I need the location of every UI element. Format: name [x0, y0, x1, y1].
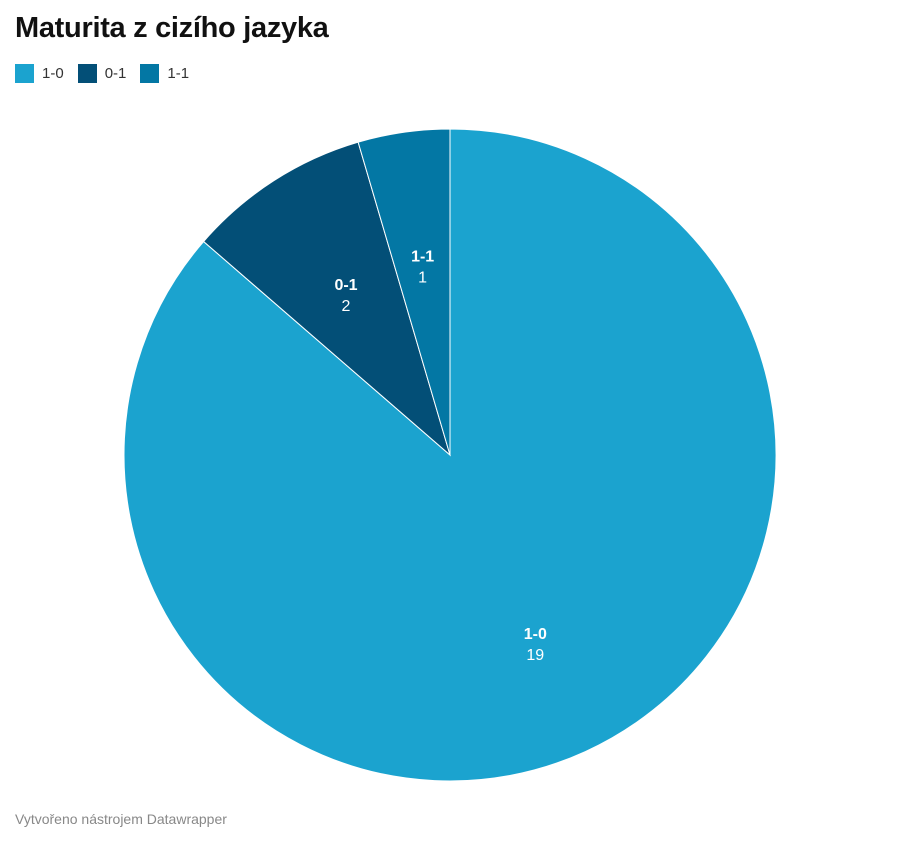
pie-slice-0-1: [202, 141, 451, 457]
footer-credit: Vytvořeno nástrojem Datawrapper: [15, 811, 227, 827]
legend-label-1-1: 1-1: [167, 65, 190, 82]
pie-slice-1-1: [357, 128, 451, 456]
legend: 1-0 0-1 1-1: [15, 64, 189, 83]
legend-label-1-0: 1-0: [42, 65, 64, 82]
slice-label-1-1: 1-1: [411, 249, 434, 266]
legend-item-1-0: 1-0: [15, 64, 64, 83]
slice-value-0-1: 2: [342, 298, 351, 315]
slice-label-1-0: 1-0: [524, 626, 547, 643]
legend-swatch-1-0: [15, 64, 34, 83]
chart-title: Maturita z cizího jazyka: [15, 12, 329, 44]
legend-item-1-1: 1-1: [140, 64, 189, 83]
slice-label-0-1: 0-1: [334, 277, 357, 294]
slice-value-1-1: 1: [418, 270, 427, 287]
legend-swatch-1-1: [140, 64, 160, 83]
slice-value-1-0: 19: [526, 647, 544, 664]
legend-label-0-1: 0-1: [104, 65, 127, 82]
legend-swatch-0-1: [77, 64, 97, 83]
legend-item-0-1: 0-1: [77, 64, 127, 83]
